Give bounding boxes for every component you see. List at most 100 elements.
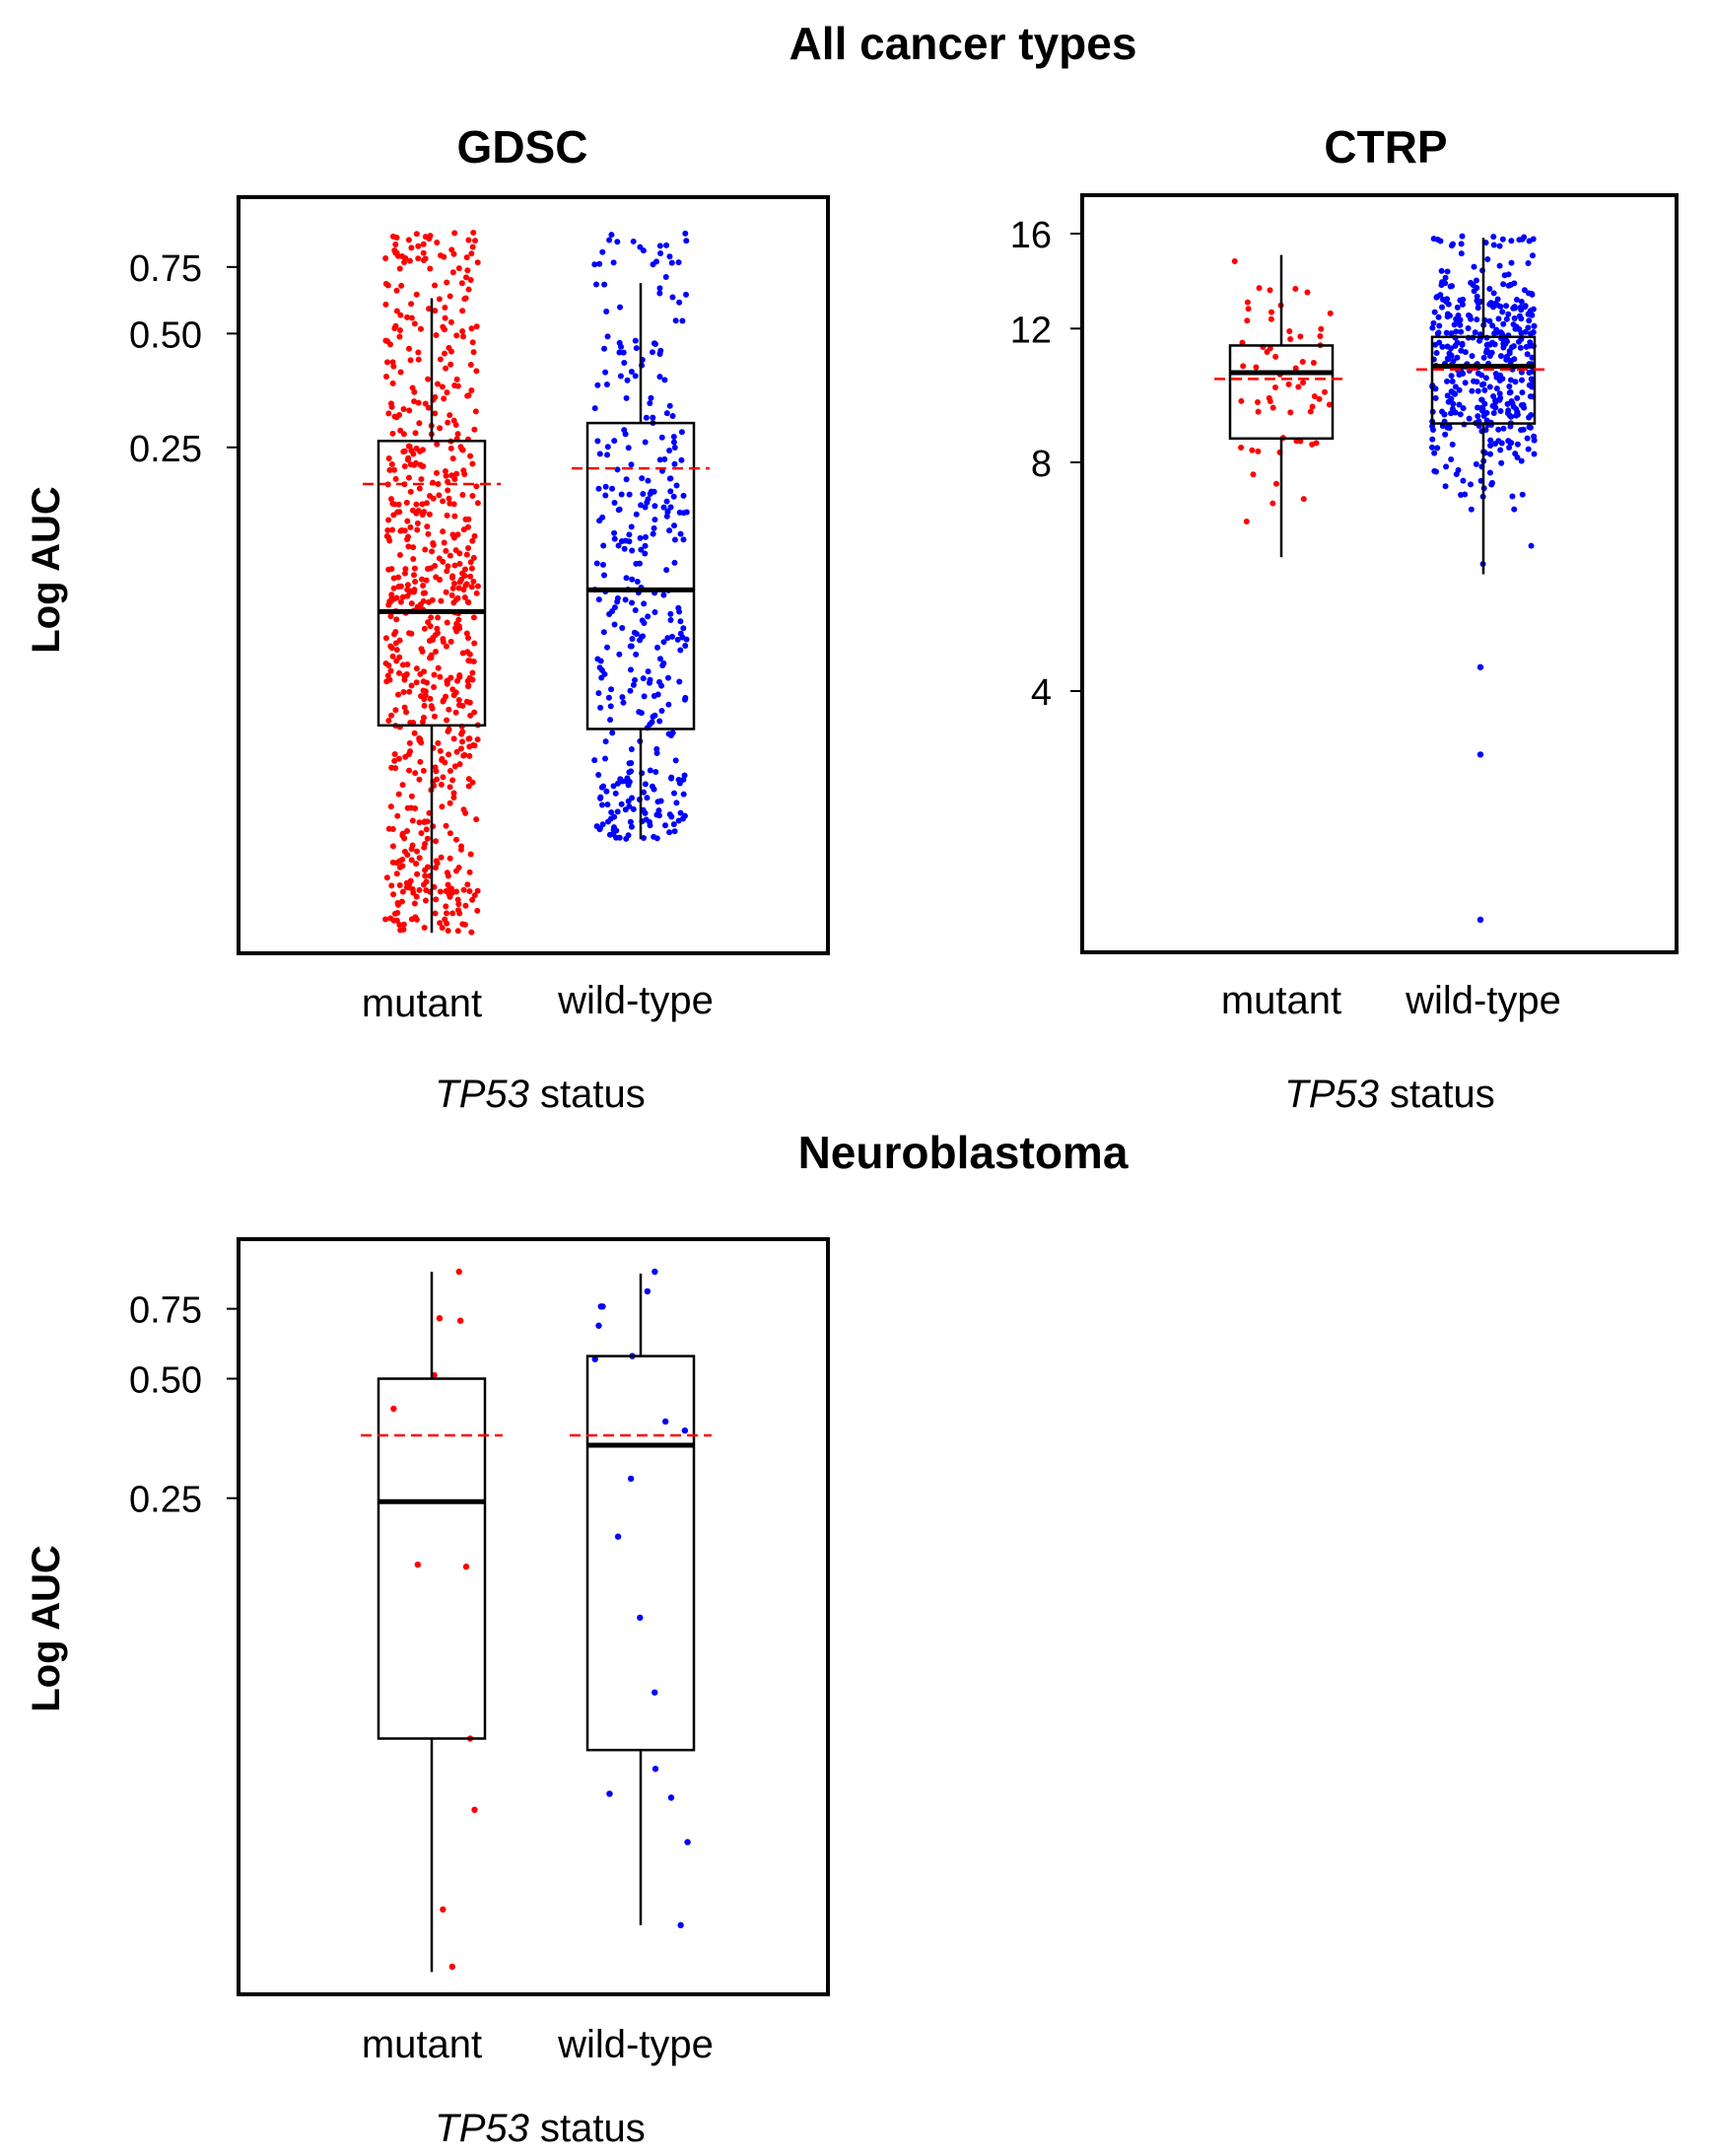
ctrp-points xyxy=(1231,233,1538,924)
gdsc-point-mutant xyxy=(471,892,478,899)
ctrp-point-wild-type xyxy=(1522,328,1529,335)
gdsc-point-mutant xyxy=(430,541,437,548)
gdsc-point-wild-type xyxy=(680,492,687,499)
ctrp-point-wild-type xyxy=(1524,435,1531,442)
ctrp-point-wild-type xyxy=(1518,369,1525,376)
ctrp-point-wild-type xyxy=(1515,338,1522,345)
gdsc-point-wild-type xyxy=(663,567,670,574)
ctrp-point-wild-type xyxy=(1499,236,1506,243)
gdsc-point-mutant xyxy=(443,589,449,595)
gdsc-point-mutant xyxy=(391,501,398,508)
gdsc-point-mutant xyxy=(432,393,439,400)
gdsc-point-mutant xyxy=(442,304,448,311)
gdsc-point-mutant xyxy=(393,917,400,924)
gdsc-point-mutant xyxy=(439,803,446,810)
gdsc-point-mutant xyxy=(388,712,395,719)
gdsc-point-wild-type xyxy=(595,485,602,492)
ctrp-point-mutant xyxy=(1327,310,1334,316)
ctrp-point-wild-type xyxy=(1500,425,1507,432)
ctrp-point-wild-type xyxy=(1459,340,1466,347)
gdsc-point-wild-type xyxy=(648,394,654,401)
gdsc-point-wild-type xyxy=(622,431,629,438)
gdsc-point-wild-type xyxy=(671,536,678,543)
gdsc-point-mutant xyxy=(460,886,467,893)
ctrp-point-mutant xyxy=(1326,401,1333,408)
gdsc-point-mutant xyxy=(433,574,440,581)
ctrp-point-wild-type xyxy=(1484,341,1491,348)
gdsc-point-mutant xyxy=(402,753,409,760)
ctrp-point-wild-type xyxy=(1495,426,1502,433)
gdsc-point-mutant xyxy=(420,249,427,256)
gdsc-point-mutant xyxy=(441,539,447,546)
gdsc-point-mutant xyxy=(395,583,402,590)
gdsc-point-wild-type xyxy=(637,243,644,250)
gdsc-point-mutant xyxy=(391,413,398,420)
gdsc-point-mutant xyxy=(426,306,433,313)
gdsc-point-wild-type xyxy=(641,600,648,607)
ctrp-point-wild-type xyxy=(1444,343,1451,350)
gdsc-point-wild-type xyxy=(627,666,634,673)
ctrp-outlier-wild-type xyxy=(1476,916,1484,924)
ctrp-point-mutant xyxy=(1310,359,1317,366)
neuroblastoma-point-mutant xyxy=(436,1314,444,1322)
gdsc-point-mutant xyxy=(445,419,451,426)
gdsc-point-mutant xyxy=(412,430,419,437)
gdsc-point-mutant xyxy=(463,581,470,588)
gdsc-point-mutant xyxy=(422,688,429,695)
ctrp-point-wild-type xyxy=(1449,378,1456,384)
gdsc-point-mutant xyxy=(396,864,403,870)
gdsc-point-wild-type xyxy=(652,768,659,775)
gdsc-point-mutant xyxy=(410,555,417,562)
gdsc-point-mutant xyxy=(446,552,453,559)
gdsc-point-mutant xyxy=(393,616,400,623)
gdsc-point-wild-type xyxy=(604,444,611,451)
ctrp-point-wild-type xyxy=(1497,394,1504,401)
gdsc-point-mutant xyxy=(443,365,449,372)
ctrp-point-wild-type xyxy=(1527,393,1534,400)
gdsc-point-wild-type xyxy=(675,817,682,824)
gdsc-point-mutant xyxy=(384,672,391,679)
gdsc-point-mutant xyxy=(469,537,476,544)
gdsc-point-wild-type xyxy=(602,738,609,745)
ctrp-point-mutant xyxy=(1299,359,1306,366)
gdsc-point-wild-type xyxy=(625,798,632,804)
gdsc-point-mutant xyxy=(417,735,424,742)
gdsc-point-wild-type xyxy=(643,414,650,421)
gdsc-point-mutant xyxy=(421,925,428,932)
gdsc-point-mutant xyxy=(442,759,448,766)
section-title: Neuroblastoma xyxy=(798,1127,1129,1178)
ctrp-ytick-label: 4 xyxy=(1031,672,1052,714)
ctrp-point-wild-type xyxy=(1449,283,1456,290)
ctrp-point-wild-type xyxy=(1526,370,1533,377)
ctrp-point-mutant xyxy=(1285,381,1292,387)
ctrp-point-wild-type xyxy=(1490,410,1497,417)
gdsc-point-mutant xyxy=(388,461,395,468)
gdsc-point-mutant xyxy=(422,400,429,407)
gdsc-point-wild-type xyxy=(610,259,617,266)
gdsc-point-mutant xyxy=(466,752,473,759)
neuroblastoma-ytick-label: 0.75 xyxy=(129,1290,202,1332)
gdsc-point-mutant xyxy=(406,767,413,774)
gdsc-point-wild-type xyxy=(677,618,684,625)
gdsc-point-wild-type xyxy=(645,668,652,675)
gdsc-point-wild-type xyxy=(616,651,623,658)
gdsc-point-wild-type xyxy=(626,802,633,809)
ctrp-point-mutant xyxy=(1264,348,1270,355)
ctrp-point-mutant xyxy=(1238,444,1245,451)
gdsc-point-mutant xyxy=(433,649,440,656)
gdsc-point-wild-type xyxy=(609,730,616,736)
gdsc-point-mutant xyxy=(393,287,400,294)
ctrp-point-wild-type xyxy=(1458,250,1465,257)
gdsc-point-wild-type xyxy=(597,704,604,711)
ctrp-point-wild-type xyxy=(1429,436,1436,443)
gdsc-point-mutant xyxy=(434,469,441,476)
gdsc-point-mutant xyxy=(449,575,456,582)
gdsc-point-mutant xyxy=(420,257,427,264)
gdsc-point-wild-type xyxy=(598,801,605,808)
gdsc-point-wild-type xyxy=(652,609,658,616)
gdsc-point-mutant xyxy=(382,337,389,344)
gdsc-point-mutant xyxy=(440,774,446,781)
ctrp-point-wild-type xyxy=(1466,415,1473,422)
gdsc-point-mutant xyxy=(438,597,445,604)
gdsc-point-wild-type xyxy=(673,482,680,489)
